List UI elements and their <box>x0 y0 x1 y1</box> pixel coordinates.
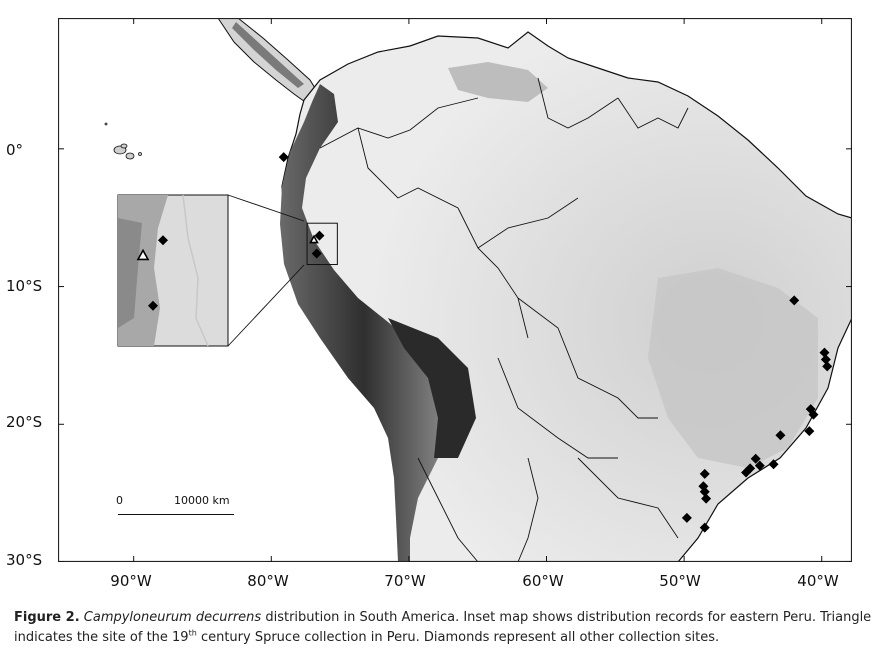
brazilian-highlands <box>648 268 818 468</box>
tick-marks <box>58 18 852 562</box>
diamond-marker <box>804 426 815 437</box>
scale-start-label: 0 <box>116 494 123 507</box>
lat-label-10s: 10°S <box>6 277 43 295</box>
lat-label-20s: 20°S <box>6 413 43 431</box>
diamond-marker <box>699 486 710 497</box>
diamond-marker <box>768 459 779 470</box>
lat-label-30s: 30°S <box>6 551 43 569</box>
inset-terrain-dark <box>118 218 142 328</box>
caption-part1: distribution in South America. Inset map… <box>14 610 872 645</box>
lon-label-80w: 80°W <box>247 572 289 590</box>
collection-markers <box>278 152 833 533</box>
figure-caption: Figure 2. Campyloneurum decurrens distri… <box>14 608 874 648</box>
map-border <box>58 18 852 562</box>
lat-label-0: 0° <box>6 141 24 159</box>
scale-line <box>118 514 234 515</box>
inset-map <box>117 194 229 347</box>
scale-end-label: 10000 km <box>174 494 230 507</box>
diamond-marker <box>681 512 692 523</box>
diamond-marker <box>278 152 289 163</box>
diamond-marker <box>699 468 710 479</box>
central-america-highlands <box>232 22 304 88</box>
inset-diamond-marker <box>148 300 158 311</box>
diamond-marker <box>750 453 761 464</box>
inset-connector-lines <box>227 194 305 347</box>
andes-range <box>280 84 448 562</box>
lon-label-90w: 90°W <box>110 572 152 590</box>
lon-label-50w: 50°W <box>659 572 701 590</box>
diamond-marker <box>314 230 325 241</box>
lon-label-70w: 70°W <box>384 572 426 590</box>
scale-bar: 0 10000 km <box>116 494 236 524</box>
diamond-marker <box>701 493 712 504</box>
inset-markers <box>136 235 168 311</box>
caption-sup: th <box>188 628 197 638</box>
guiana-highlands <box>448 62 548 102</box>
caption-species: Campyloneurum decurrens <box>83 610 262 625</box>
diamond-marker <box>754 460 765 471</box>
inset-river <box>182 194 209 347</box>
diamond-marker <box>741 467 752 478</box>
caption-figure-label: Figure 2. <box>14 610 80 625</box>
diamond-marker <box>311 248 322 259</box>
inset-locator-box <box>306 222 338 266</box>
altiplano <box>388 318 476 458</box>
inset-triangle-marker <box>136 248 150 261</box>
diamond-marker <box>775 430 786 441</box>
diamond-marker <box>819 347 830 358</box>
inset-diamond-marker <box>158 235 168 246</box>
triangle-marker <box>309 234 319 244</box>
diamond-marker <box>699 522 710 533</box>
galapagos-islands <box>104 122 142 160</box>
caption-part2: century Spruce collection in Peru. Diamo… <box>196 630 720 645</box>
map-frame <box>58 18 852 562</box>
diamond-marker <box>789 295 800 306</box>
diamond-marker <box>820 354 831 365</box>
lon-label-40w: 40°W <box>797 572 839 590</box>
diamond-marker <box>822 361 833 372</box>
lon-label-60w: 60°W <box>522 572 564 590</box>
country-borders <box>319 77 689 562</box>
diamond-marker <box>808 409 819 420</box>
